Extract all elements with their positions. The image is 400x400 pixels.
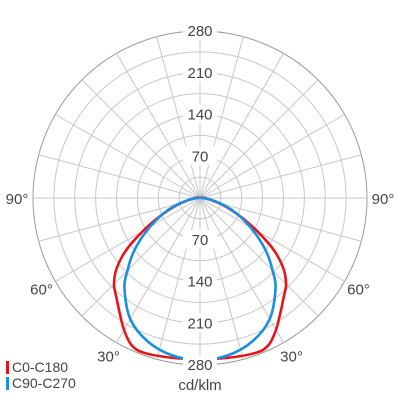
legend-label-c90-c270: C90-C270 xyxy=(12,375,76,391)
grid-spoke xyxy=(199,53,284,199)
grid-spoke xyxy=(199,197,244,360)
legend-swatch-c0-c180 xyxy=(6,361,9,374)
tick-label-bg xyxy=(183,21,217,40)
radial-tick-label: 280 xyxy=(187,23,212,40)
radial-tick-label: 70 xyxy=(192,148,209,165)
radial-tick-label: 140 xyxy=(187,274,212,291)
tick-label-bg xyxy=(183,271,217,291)
grid-spoke xyxy=(199,197,319,317)
grid-spoke xyxy=(199,114,345,199)
legend-swatch-c90-c270 xyxy=(6,377,9,390)
angle-label-right: 90° xyxy=(372,191,395,208)
grid-spoke xyxy=(81,197,201,317)
angle-label-left: 90° xyxy=(6,191,29,208)
radial-tick-label: 210 xyxy=(187,315,212,332)
grid-spoke xyxy=(55,197,201,282)
grid-spoke xyxy=(38,154,201,199)
axis-labels: 70 70 140 140 210 210 280 280 90° 90° 60° 60° 30° 30° xyxy=(6,21,395,374)
grid-spoke xyxy=(55,114,201,199)
tick-label-bg xyxy=(183,229,217,249)
angle-label-right: 60° xyxy=(347,282,370,299)
radial-tick-label: 70 xyxy=(192,232,209,249)
radial-tick-label: 280 xyxy=(187,357,212,374)
tick-label-bg xyxy=(183,355,217,374)
tick-label-bg xyxy=(183,146,217,166)
grid-spoke xyxy=(199,79,319,199)
grid-spoke xyxy=(199,197,362,242)
legend-entry-c0-c180: C0-C180 xyxy=(6,359,68,375)
tick-label-bg xyxy=(183,62,217,82)
tick-label-bg xyxy=(183,313,217,333)
tick-label-bg xyxy=(183,104,217,124)
grid-spoke xyxy=(199,197,345,282)
angle-label-left: 30° xyxy=(97,348,120,365)
legend-entry-c90-c270: C90-C270 xyxy=(6,375,76,391)
radial-tick-label: 210 xyxy=(187,65,212,82)
grid-spoke xyxy=(38,197,201,242)
grid-spoke xyxy=(156,197,201,360)
grid-spoke xyxy=(199,36,244,199)
unit-label: cd/klm xyxy=(178,377,222,394)
grid-spoke xyxy=(116,53,201,199)
angle-label-left: 60° xyxy=(30,282,53,299)
legend-label-c0-c180: C0-C180 xyxy=(12,359,69,375)
grid-spoke xyxy=(199,154,362,199)
radial-tick-label: 140 xyxy=(187,107,212,124)
grid-spoke xyxy=(81,79,201,199)
angle-label-right: 30° xyxy=(280,348,303,365)
grid-spoke xyxy=(156,36,201,199)
